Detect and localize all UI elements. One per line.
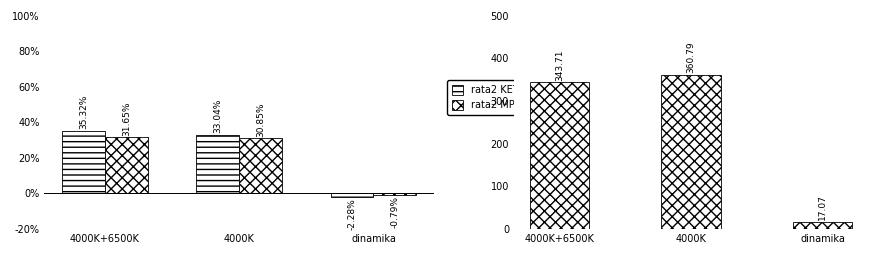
Bar (530, 82, 589, 229)
Bar (374, 193, 416, 195)
Text: -0.79%: -0.79% (391, 196, 400, 228)
Text: 17.07: 17.07 (818, 194, 828, 220)
Text: 31.65%: 31.65% (122, 101, 131, 136)
Bar (330, 193, 374, 197)
Bar (197, 135, 239, 193)
Bar (662, 75, 720, 229)
Text: 343.71: 343.71 (555, 49, 564, 81)
Text: 35.32%: 35.32% (79, 95, 88, 129)
Text: 360.79: 360.79 (687, 42, 696, 73)
Bar (62, 131, 105, 193)
Bar (105, 137, 148, 193)
Text: 33.04%: 33.04% (214, 99, 222, 133)
Bar (239, 139, 282, 193)
Text: 30.85%: 30.85% (256, 102, 265, 137)
Legend: rata2 KET, rata2 MP: rata2 KET, rata2 MP (447, 80, 524, 115)
Bar (793, 222, 852, 229)
Text: -2.28%: -2.28% (347, 199, 356, 230)
